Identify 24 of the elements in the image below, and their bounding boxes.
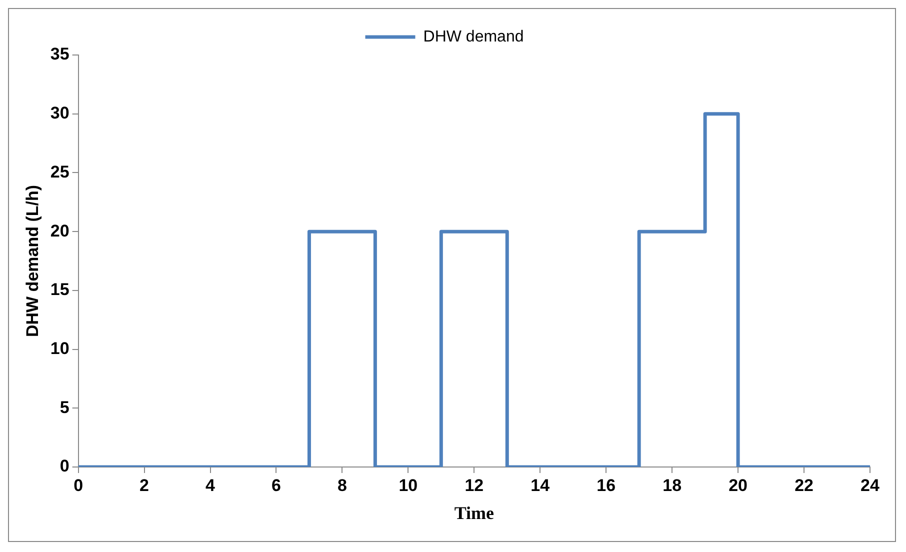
- y-tick-label: 15: [50, 280, 70, 300]
- legend-label: DHW demand: [423, 28, 524, 46]
- x-tick-label: 24: [860, 476, 880, 495]
- x-tick-label: 20: [728, 476, 748, 495]
- x-axis-title: Time: [454, 502, 494, 523]
- x-tick-label: 22: [794, 476, 814, 495]
- y-tick-label: 0: [60, 456, 70, 476]
- x-tick-label: 6: [271, 476, 281, 495]
- y-tick-label: 20: [50, 221, 70, 240]
- y-tick-label: 10: [50, 338, 70, 358]
- x-tick-label: 0: [74, 476, 84, 495]
- y-tick-label: 30: [50, 104, 70, 123]
- y-tick-label: 5: [60, 398, 70, 417]
- y-tick-label: 25: [50, 162, 70, 182]
- x-tick-label: 2: [140, 476, 150, 495]
- x-tick-label: 14: [530, 476, 550, 495]
- x-tick-label: 16: [596, 476, 616, 495]
- y-axis-title: DHW demand (L/h): [22, 184, 42, 338]
- x-tick-label: 10: [398, 476, 418, 495]
- x-tick-label: 12: [464, 476, 484, 495]
- x-tick-label: 8: [337, 476, 347, 495]
- x-tick-label: 18: [662, 476, 682, 495]
- x-tick-label: 4: [206, 476, 216, 495]
- y-tick-label: 35: [50, 44, 70, 64]
